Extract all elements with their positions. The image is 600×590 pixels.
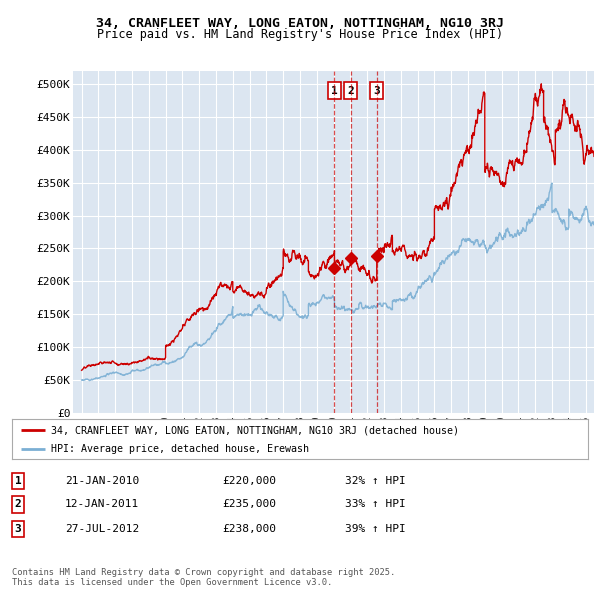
Text: 3: 3	[14, 524, 22, 533]
Text: 33% ↑ HPI: 33% ↑ HPI	[345, 500, 406, 509]
Text: 39% ↑ HPI: 39% ↑ HPI	[345, 524, 406, 533]
Text: £238,000: £238,000	[222, 524, 276, 533]
Text: £220,000: £220,000	[222, 476, 276, 486]
Text: Price paid vs. HM Land Registry's House Price Index (HPI): Price paid vs. HM Land Registry's House …	[97, 28, 503, 41]
Text: 34, CRANFLEET WAY, LONG EATON, NOTTINGHAM, NG10 3RJ (detached house): 34, CRANFLEET WAY, LONG EATON, NOTTINGHA…	[51, 425, 459, 435]
Text: 21-JAN-2010: 21-JAN-2010	[65, 476, 139, 486]
Text: Contains HM Land Registry data © Crown copyright and database right 2025.
This d: Contains HM Land Registry data © Crown c…	[12, 568, 395, 587]
Text: 1: 1	[331, 86, 338, 96]
Text: 34, CRANFLEET WAY, LONG EATON, NOTTINGHAM, NG10 3RJ: 34, CRANFLEET WAY, LONG EATON, NOTTINGHA…	[96, 17, 504, 30]
Text: 3: 3	[373, 86, 380, 96]
Text: 1: 1	[14, 476, 22, 486]
Text: HPI: Average price, detached house, Erewash: HPI: Average price, detached house, Erew…	[51, 444, 309, 454]
Text: 32% ↑ HPI: 32% ↑ HPI	[345, 476, 406, 486]
Text: 2: 2	[347, 86, 354, 96]
Text: 27-JUL-2012: 27-JUL-2012	[65, 524, 139, 533]
Text: £235,000: £235,000	[222, 500, 276, 509]
Text: 12-JAN-2011: 12-JAN-2011	[65, 500, 139, 509]
Text: 2: 2	[14, 500, 22, 509]
